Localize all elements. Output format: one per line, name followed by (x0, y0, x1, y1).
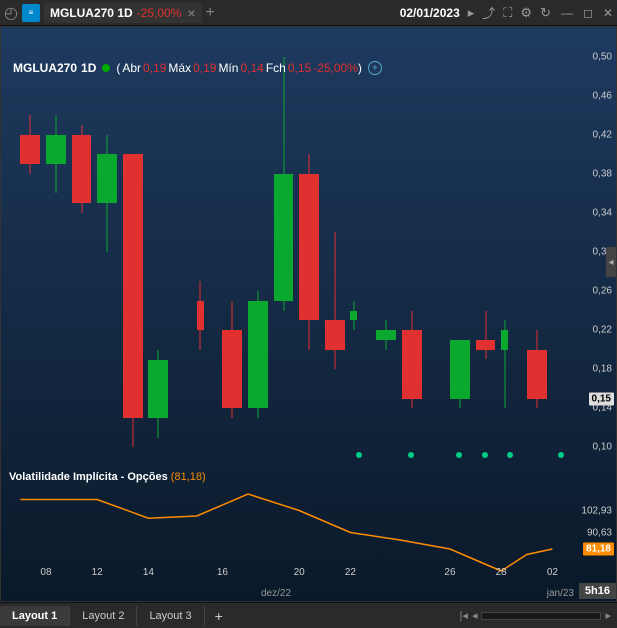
chart-container: MGLUA270 1D ( Abr 0,19 Máx 0,19 Mín 0,14… (0, 26, 617, 602)
event-dot-icon[interactable] (356, 452, 362, 458)
open-label: Abr (122, 61, 141, 75)
event-dot-icon[interactable] (482, 452, 488, 458)
close-label: Fch (266, 61, 286, 75)
tab-change: -25,00% (137, 6, 182, 20)
clock-icon[interactable]: ◴ (4, 3, 18, 23)
minimize-icon[interactable]: — (561, 6, 573, 20)
titlebar: ◴ ≡ MGLUA270 1D -25,00% × + 02/01/2023 ▸… (0, 0, 617, 26)
paren-open: ( (116, 61, 120, 75)
layout-tabs: Layout 1Layout 2Layout 3 (0, 606, 205, 626)
status-dot-icon (102, 64, 110, 72)
play-icon[interactable]: ▸ (468, 5, 475, 21)
add-layout-button[interactable]: + (205, 604, 233, 628)
close-window-icon[interactable]: ✕ (603, 6, 613, 20)
layout-tab[interactable]: Layout 2 (70, 606, 137, 626)
time-tick: 22 (345, 567, 356, 578)
header-symbol: MGLUA270 (13, 61, 77, 75)
time-tick: 26 (444, 567, 455, 578)
iv-tick: 102,93 (581, 505, 612, 516)
time-marker: 5h16 (579, 583, 616, 599)
layout-tab[interactable]: Layout 3 (137, 606, 204, 626)
event-dot-icon[interactable] (456, 452, 462, 458)
toolbar-icons: ▸ ⤴ ⛶ ⚙ ↻ (468, 3, 551, 22)
refresh-icon[interactable]: ↻ (540, 5, 551, 21)
paren-close: ) (358, 61, 362, 75)
iv-tick: 90,63 (587, 527, 612, 538)
window-controls: — ◻ ✕ (561, 6, 613, 20)
event-dot-icon[interactable] (507, 452, 513, 458)
expand-arrow-icon[interactable]: ◂ (606, 247, 616, 277)
high-value: 0,19 (193, 61, 216, 75)
candle-area[interactable] (9, 37, 576, 467)
close-value: 0,15 (288, 61, 311, 75)
event-dot-icon[interactable] (408, 452, 414, 458)
settings-icon[interactable]: ⚙ (520, 5, 532, 21)
price-tick: 0,50 (593, 51, 612, 62)
change-value: -25,00% (313, 61, 358, 75)
time-axis[interactable]: 08 12 14 16 20 22 26 28 02 (9, 567, 576, 583)
titlebar-date: 02/01/2023 (400, 6, 460, 20)
time-tick: 16 (217, 567, 228, 578)
price-tick: 0,38 (593, 168, 612, 179)
price-marker: 0,15 (589, 392, 614, 405)
link-icon[interactable]: ⛶ (503, 5, 512, 21)
time-tick: 28 (496, 567, 507, 578)
ticker-tab[interactable]: MGLUA270 1D -25,00% × (44, 3, 202, 23)
month-right: jan/23 (547, 588, 574, 599)
app-icon: ≡ (22, 4, 40, 22)
price-tick: 0,42 (593, 129, 612, 140)
close-icon[interactable]: × (187, 5, 195, 21)
scroll-left-icon[interactable]: ◂ (472, 609, 478, 622)
month-left: dez/22 (261, 588, 291, 599)
time-tick: 12 (92, 567, 103, 578)
low-value: 0,14 (240, 61, 263, 75)
scroll-start-icon[interactable]: |◂ (460, 609, 468, 622)
tab-symbol: MGLUA270 1D (50, 6, 133, 20)
scroll-track[interactable] (481, 612, 601, 620)
header-timeframe: 1D (81, 61, 96, 75)
footer-scrollbar[interactable]: |◂ ◂ ▸ (460, 609, 617, 622)
low-label: Mín (218, 61, 238, 75)
add-tab-button[interactable]: + (206, 4, 215, 22)
time-tick: 08 (40, 567, 51, 578)
share-icon[interactable]: ⤴ (482, 3, 495, 22)
price-tick: 0,10 (593, 442, 612, 453)
chart-header: MGLUA270 1D ( Abr 0,19 Máx 0,19 Mín 0,14… (5, 57, 390, 79)
time-tick: 02 (547, 567, 558, 578)
scroll-right-icon[interactable]: ▸ (605, 609, 611, 622)
time-tick: 14 (143, 567, 154, 578)
time-tick: 20 (294, 567, 305, 578)
iv-marker: 81,18 (583, 543, 614, 556)
event-dot-icon[interactable] (558, 452, 564, 458)
price-tick: 0,46 (593, 90, 612, 101)
price-tick: 0,18 (593, 364, 612, 375)
maximize-icon[interactable]: ◻ (583, 6, 593, 20)
footer: Layout 1Layout 2Layout 3 + |◂ ◂ ▸ (0, 602, 617, 628)
price-tick: 0,22 (593, 325, 612, 336)
price-tick: 0,34 (593, 207, 612, 218)
add-indicator-button[interactable]: + (368, 61, 382, 75)
layout-tab[interactable]: Layout 1 (0, 606, 70, 626)
high-label: Máx (168, 61, 191, 75)
price-tick: 0,26 (593, 286, 612, 297)
open-value: 0,19 (143, 61, 166, 75)
